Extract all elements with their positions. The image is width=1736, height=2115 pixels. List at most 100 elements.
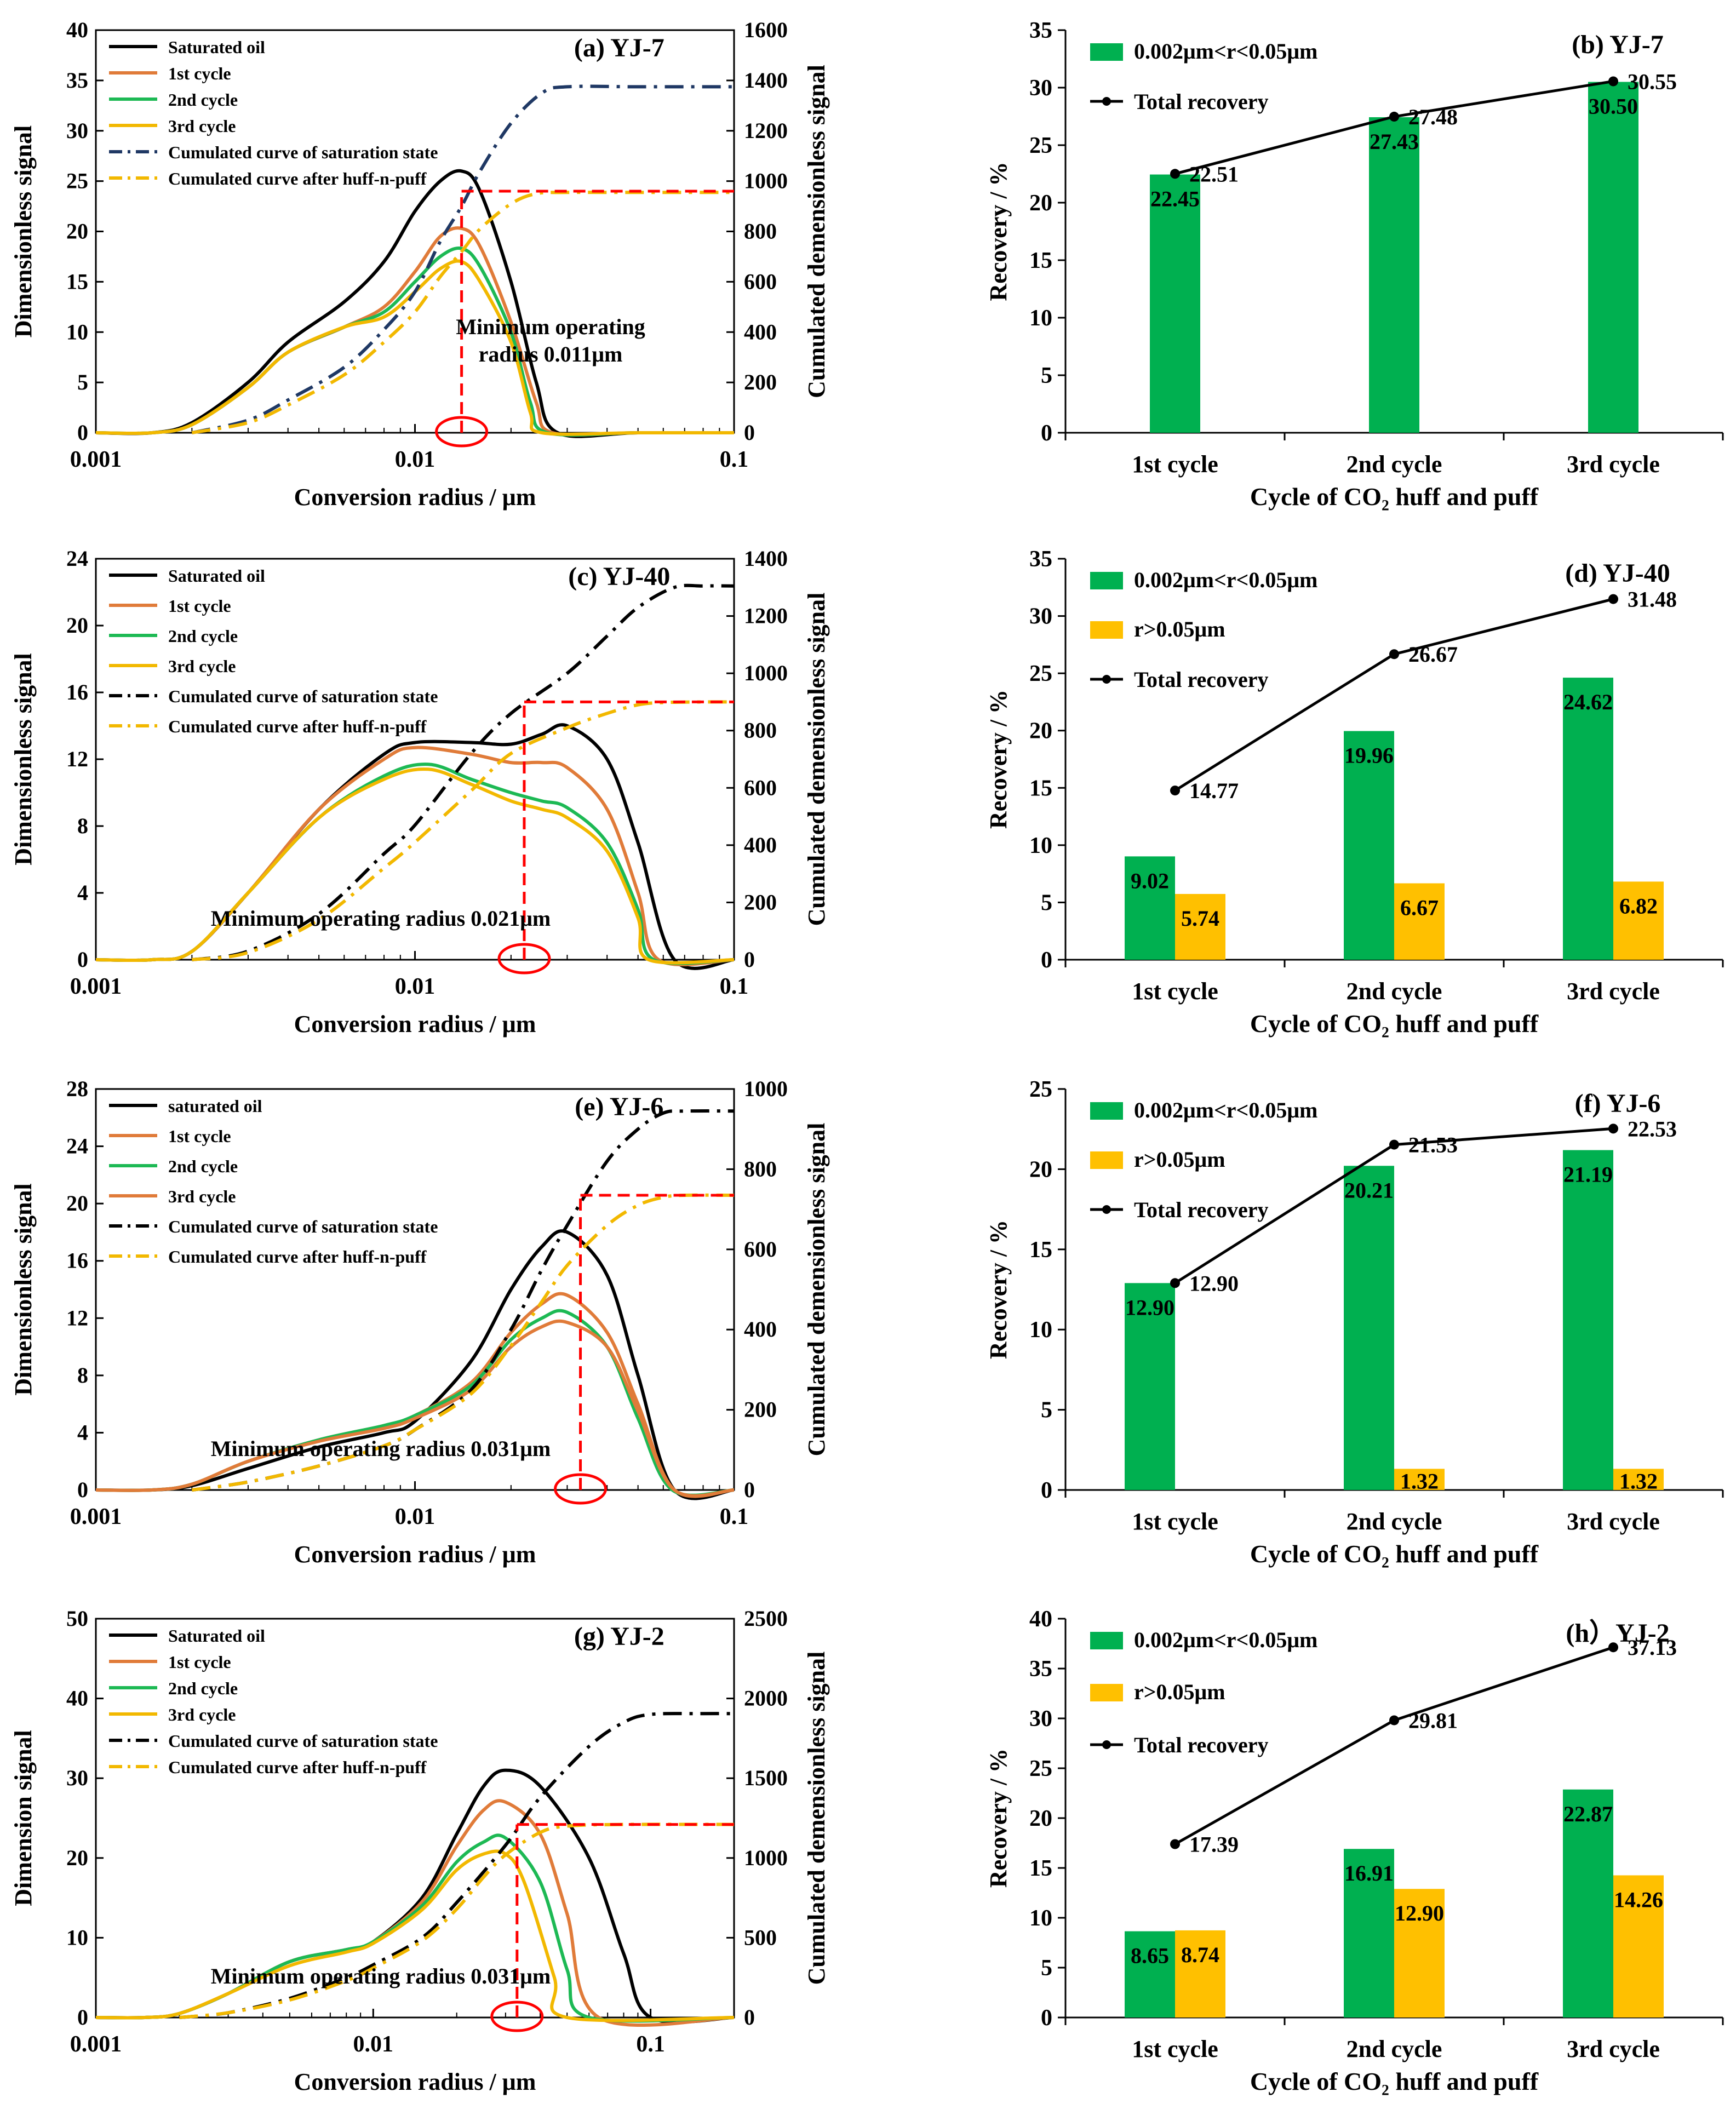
y2-tick-label: 1400 [744, 68, 788, 93]
category-label: 3rd cycle [1567, 2036, 1660, 2062]
category-label: 2nd cycle [1347, 1508, 1442, 1535]
x-tick-label: 0.1 [720, 1504, 749, 1529]
y2-tick-label: 800 [744, 219, 777, 244]
y-tick-label: 5 [1041, 363, 1052, 388]
y-axis-label: Dimensionless signal [10, 653, 37, 866]
x-tick-label: 0.1 [720, 974, 749, 999]
bar-1-3 [1588, 82, 1638, 433]
bar-1-1 [1125, 1931, 1175, 2017]
y-tick-label: 20 [66, 1191, 88, 1216]
legend-label-3: 2nd cycle [168, 626, 238, 646]
y-tick-label: 5 [1041, 1956, 1052, 1981]
y2-tick-label: 0 [744, 2005, 755, 2030]
y2-tick-label: 400 [744, 319, 777, 344]
total-point-3 [1608, 1124, 1618, 1134]
panel-title: (g) YJ-2 [574, 1622, 664, 1651]
y-axis-label: Recovery / % [985, 162, 1012, 301]
bar-label-1-1: 12.90 [1125, 1295, 1174, 1320]
legend-label-5: Cumulated curve of saturation state [168, 1217, 438, 1236]
y-tick-label: 12 [66, 747, 88, 771]
series-line-1 [95, 1229, 735, 1500]
total-label-3: 37.13 [1628, 1635, 1677, 1660]
y2-axis-label: Cumulated demensionless signal [803, 65, 830, 398]
bar-label-1-2: 27.43 [1370, 129, 1419, 154]
y-tick-label: 35 [1029, 18, 1052, 43]
bar-label-2-3: 6.82 [1619, 893, 1658, 918]
y-tick-label: 20 [1029, 1157, 1052, 1182]
x-axis-label: Conversion radius / μm [294, 1011, 536, 1038]
y-tick-label: 25 [1029, 133, 1052, 158]
y2-tick-label: 2000 [744, 1686, 788, 1711]
y-tick-label: 25 [1029, 1756, 1052, 1781]
bar-label-1-2: 16.91 [1344, 1861, 1394, 1885]
total-point-2 [1389, 1139, 1399, 1150]
annotation: Minimum operating radius 0.031μm [211, 1964, 551, 1988]
y-tick-label: 15 [66, 269, 88, 294]
total-point-1 [1170, 786, 1180, 796]
legend-label-3: 2nd cycle [168, 1678, 238, 1698]
legend-label-2: r>0.05μm [1134, 1680, 1225, 1704]
legend-label-1: Saturated oil [168, 1626, 265, 1646]
total-point-3 [1608, 594, 1618, 604]
category-label: 1st cycle [1132, 2036, 1218, 2062]
bar-1-2 [1344, 1166, 1394, 1490]
y-tick-label: 40 [66, 18, 88, 42]
series-line-5 [191, 84, 734, 434]
legend-label-5: Cumulated curve of saturation state [168, 1731, 438, 1751]
legend-label-total: Total recovery [1134, 1733, 1269, 1757]
y2-tick-label: 0 [744, 1477, 755, 1502]
y-tick-label: 50 [66, 1606, 88, 1631]
category-label: 2nd cycle [1347, 451, 1442, 478]
bar-2-2 [1394, 1889, 1445, 2017]
y-tick-label: 0 [1041, 1478, 1052, 1503]
total-point-1 [1170, 169, 1180, 179]
legend-label-2: 1st cycle [168, 64, 231, 83]
operating-radius-marker [435, 416, 489, 448]
y-tick-label: 0 [1041, 948, 1052, 973]
x-axis-label: Conversion radius / μm [294, 2068, 536, 2095]
panel-title: (c) YJ-40 [568, 562, 670, 591]
y-axis-label: Dimension signal [10, 1730, 37, 1906]
y2-tick-label: 1600 [744, 18, 788, 42]
panel-title: (f) YJ-6 [1575, 1089, 1661, 1118]
y2-tick-label: 1000 [744, 1076, 788, 1101]
total-label-1: 17.39 [1189, 1832, 1239, 1857]
x-axis-label: Cycle of CO₂ huff and puff [1250, 1540, 1539, 1568]
bar-2-2 [1394, 1469, 1445, 1490]
annotation: Minimum operating radius 0.031μm [211, 1436, 551, 1461]
y-tick-label: 15 [1029, 776, 1052, 801]
bar-2-2 [1394, 883, 1445, 960]
y-tick-label: 0 [1041, 2005, 1052, 2031]
total-label-2: 27.48 [1408, 105, 1458, 129]
y2-tick-label: 800 [744, 1156, 777, 1181]
y-tick-label: 20 [66, 613, 88, 638]
legend-label-6: Cumulated curve after huff-n-puff [168, 169, 427, 188]
total-point-3 [1608, 76, 1618, 87]
legend-label-1: 0.002μm<r<0.05μm [1134, 568, 1317, 592]
y-tick-label: 15 [1029, 248, 1052, 273]
y2-tick-label: 200 [744, 1397, 777, 1422]
x-tick-label: 0.1 [720, 447, 749, 472]
total-label-1: 12.90 [1189, 1271, 1239, 1296]
panel-e: 0 4 8 12 16 20 24 28 0 200 400 600 800 1000 0.001 0.01 0… [10, 1076, 830, 1568]
panel-title: (b) YJ-7 [1572, 30, 1664, 59]
category-label: 2nd cycle [1347, 2036, 1442, 2062]
bar-2-3 [1613, 881, 1664, 960]
panel-c: 0 4 8 12 16 20 24 0 200 400 600 800 1000 1200 1400 0.00… [10, 546, 830, 1038]
y-tick-label: 5 [77, 370, 88, 394]
bar-label-1-2: 19.96 [1344, 743, 1394, 768]
bar-2-3 [1613, 1875, 1664, 2017]
total-label-1: 14.77 [1189, 778, 1239, 803]
y-tick-label: 10 [66, 319, 88, 344]
bar-label-1-2: 20.21 [1344, 1178, 1394, 1202]
bar-label-2-3: 1.32 [1619, 1469, 1658, 1493]
legend-swatch-2 [1090, 621, 1123, 639]
legend-swatch-1 [1090, 43, 1123, 61]
bar-1-3 [1563, 678, 1613, 960]
legend-swatch-2 [1090, 1151, 1123, 1169]
legend-label-3: 2nd cycle [168, 90, 238, 110]
category-label: 3rd cycle [1567, 978, 1660, 1005]
legend-swatch-1 [1090, 572, 1123, 589]
